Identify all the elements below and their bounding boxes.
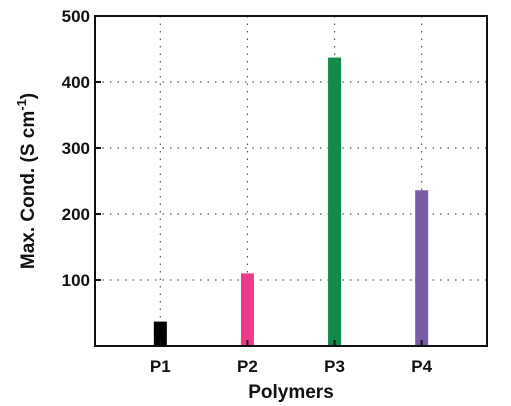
x-tick-label: P4 <box>411 357 432 376</box>
bar-p3 <box>328 57 342 347</box>
y-axis-title-close: ) <box>18 93 39 99</box>
x-tick-label: P3 <box>324 357 345 376</box>
x-tick-label: P1 <box>150 357 171 376</box>
y-tick-label: 100 <box>62 271 90 290</box>
y-tick-label: 200 <box>62 205 90 224</box>
y-tick-label: 500 <box>62 7 90 26</box>
y-axis-title-superscript: -1 <box>14 99 29 111</box>
plot-frame <box>94 15 488 347</box>
y-tick-label: 300 <box>62 139 90 158</box>
x-tick-label: P2 <box>237 357 258 376</box>
y-tick-label: 400 <box>62 73 90 92</box>
bar-p2 <box>240 273 254 346</box>
grid-lines <box>95 16 487 346</box>
bar-p1 <box>153 321 167 346</box>
x-axis-title: Polymers <box>248 382 334 403</box>
x-axis: P1 P2 P3 P4 <box>150 340 433 376</box>
y-axis: 100 200 300 400 500 <box>62 7 101 290</box>
bar-p4 <box>415 190 429 346</box>
bars <box>153 57 429 347</box>
y-axis-title: Max. Cond. (S cm-1) <box>14 93 39 269</box>
y-axis-title-main: Max. Cond. (S cm <box>18 111 39 269</box>
